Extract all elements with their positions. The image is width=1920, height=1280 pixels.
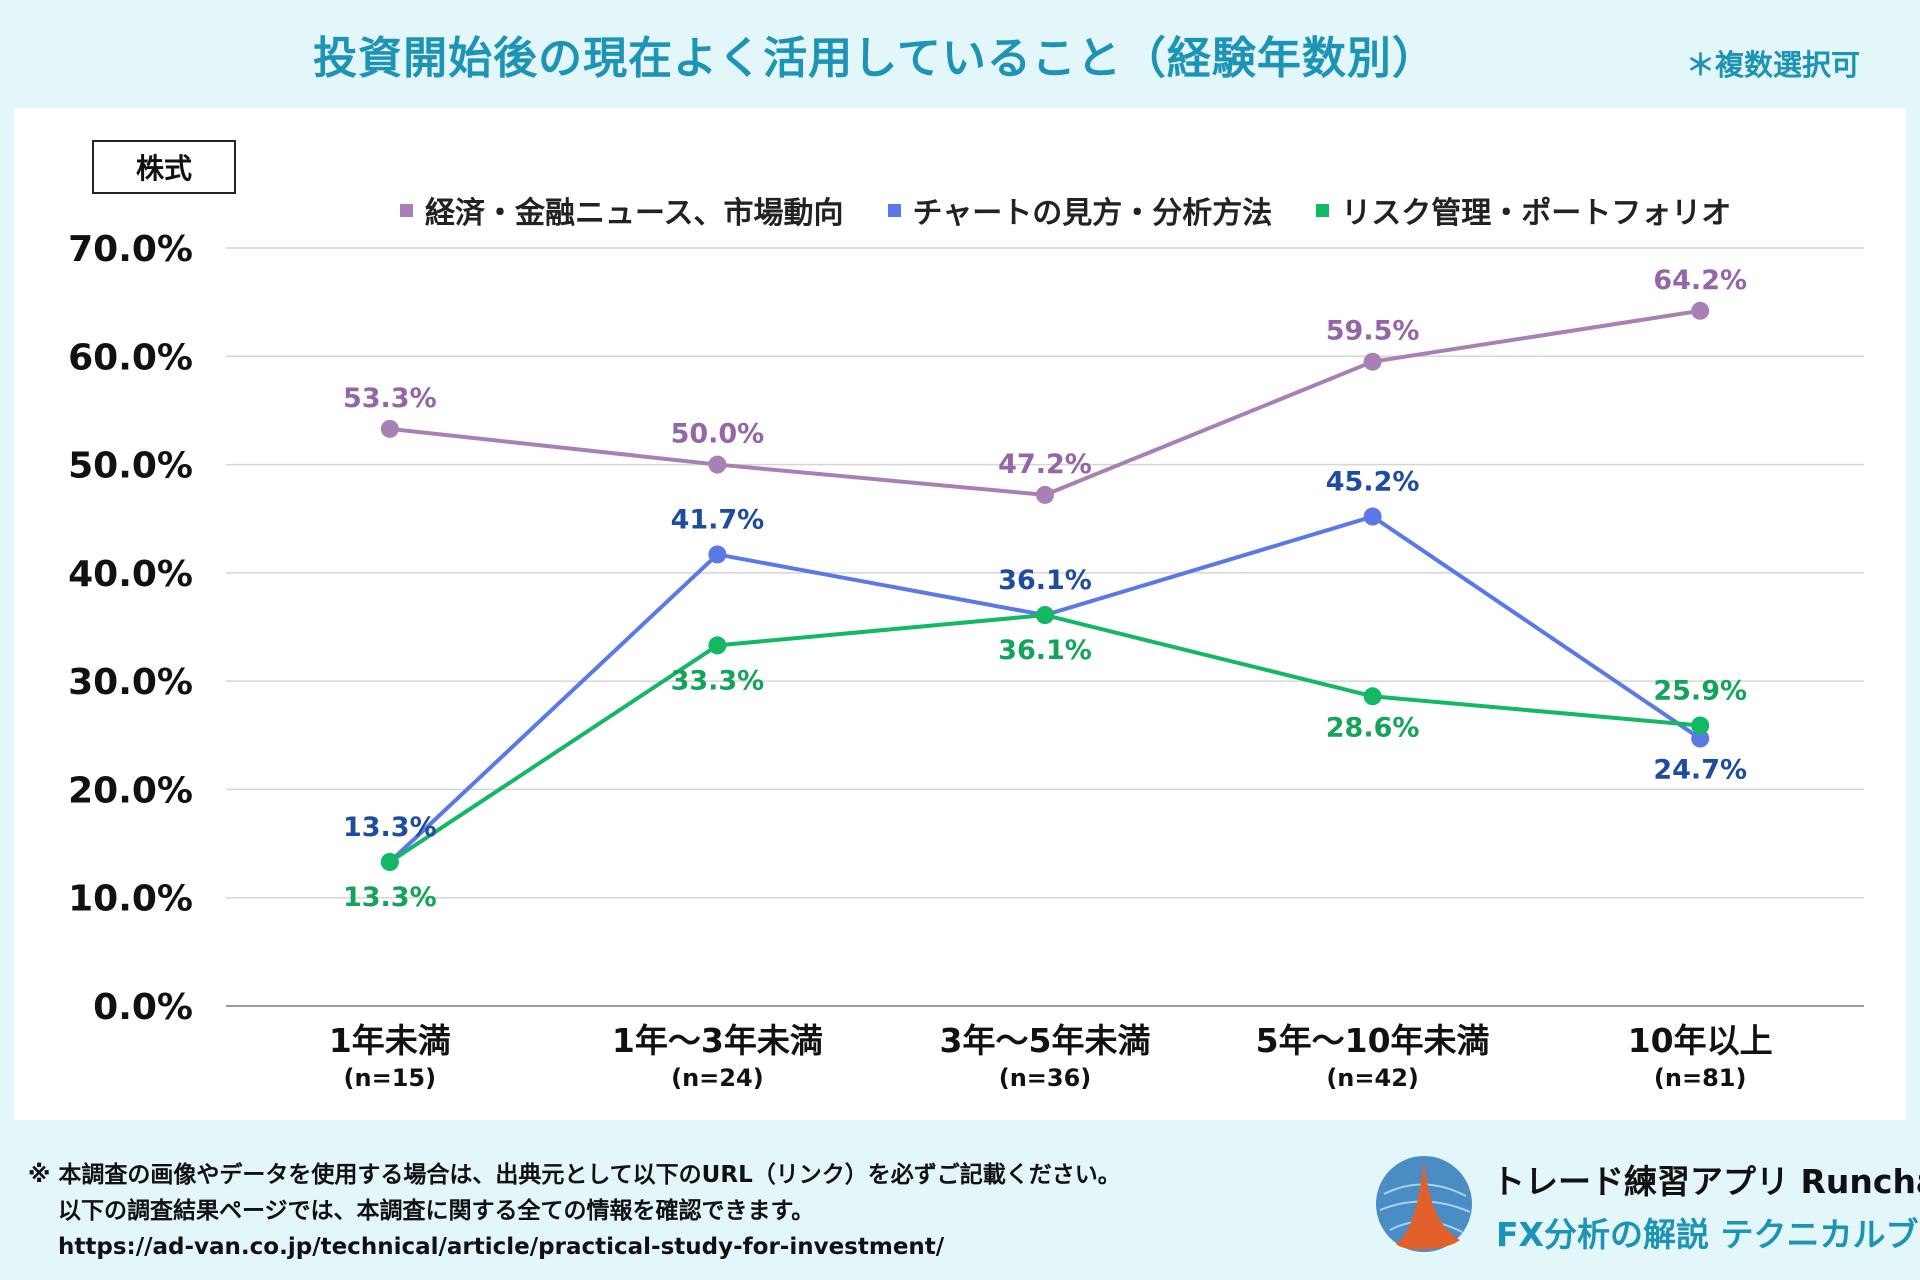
x-tick-sample-size: (n=24) [671, 1064, 764, 1092]
data-point-chart-analysis [1691, 729, 1710, 748]
data-point-risk-management [1036, 606, 1054, 625]
data-label-risk-management: 36.1% [998, 635, 1092, 666]
legend-item-risk-management: リスク管理・ポートフォリオ [1316, 188, 1731, 232]
chart-legend: 経済・金融ニュース、市場動向 チャートの見方・分析方法 リスク管理・ポートフォリ… [400, 188, 1731, 232]
data-point-news [1036, 485, 1054, 504]
data-label-news: 47.2% [998, 449, 1092, 480]
data-label-risk-management: 25.9% [1653, 676, 1747, 707]
y-tick-label: 20.0% [68, 770, 193, 811]
usage-notice-line1: ※ 本調査の画像やデータを使用する場合は、出典元として以下のURL（リンク）を必… [28, 1162, 1121, 1188]
data-point-news [708, 455, 727, 474]
chart-title: 投資開始後の現在よく活用していること（経験年数別） [313, 33, 1437, 84]
data-label-news: 59.5% [1326, 316, 1420, 347]
brand-book-name: FX分析の解説 テクニカルブック [1496, 1215, 1920, 1254]
y-tick-label: 30.0% [68, 662, 193, 703]
data-point-risk-management [1691, 716, 1710, 735]
x-tick-sample-size: (n=42) [1326, 1064, 1419, 1092]
data-point-risk-management [380, 852, 399, 871]
data-point-chart-analysis [708, 545, 727, 564]
data-point-chart-analysis [1363, 507, 1382, 526]
y-tick-label: 40.0% [68, 554, 193, 595]
data-point-news [1691, 301, 1710, 320]
x-tick-label: 1年未満 [329, 1021, 451, 1060]
x-tick-label: 3年～5年未満 [940, 1021, 1151, 1060]
legend-item-chart-analysis: チャートの見方・分析方法 [887, 188, 1273, 232]
legend-swatch-chart-analysis [887, 203, 901, 217]
x-tick-label: 10年以上 [1628, 1021, 1773, 1060]
runcha-logo-icon [1376, 1156, 1472, 1252]
data-point-news [1363, 352, 1382, 371]
legend-label-news: 経済・金融ニュース、市場動向 [425, 196, 844, 231]
legend-label-chart-analysis: チャートの見方・分析方法 [912, 196, 1273, 231]
data-label-news: 64.2% [1653, 265, 1747, 296]
y-tick-label: 50.0% [68, 446, 193, 487]
usage-notice-line2: 以下の調査結果ページでは、本調査に関する全ての情報を確認できます。 [58, 1198, 815, 1224]
x-tick-label: 5年～10年未満 [1256, 1021, 1490, 1060]
x-tick-label: 1年～3年未満 [612, 1021, 823, 1060]
legend-label-risk-management: リスク管理・ポートフォリオ [1341, 196, 1732, 231]
chart-panel [14, 108, 1906, 1120]
source-url-link[interactable]: https://ad-van.co.jp/technical/article/p… [58, 1234, 945, 1260]
brand-app-name: トレード練習アプリ Runcha [1492, 1162, 1920, 1201]
multiple-choice-note: ＊複数選択可 [1685, 48, 1860, 82]
data-label-chart-analysis: 24.7% [1653, 755, 1747, 786]
data-label-chart-analysis: 45.2% [1326, 467, 1420, 498]
asset-category-label: 株式 [92, 140, 236, 194]
data-label-chart-analysis: 41.7% [671, 504, 765, 535]
legend-swatch-risk-management [1316, 203, 1330, 217]
usage-notice: ※ 本調査の画像やデータを使用する場合は、出典元として以下のURL（リンク）を必… [28, 1157, 1121, 1265]
y-tick-label: 0.0% [93, 987, 193, 1028]
y-tick-label: 70.0% [68, 229, 193, 270]
data-label-risk-management: 33.3% [671, 665, 765, 696]
legend-swatch-news [400, 203, 413, 217]
data-label-chart-analysis: 36.1% [998, 565, 1092, 596]
data-label-risk-management: 13.3% [343, 882, 437, 913]
data-point-news [380, 419, 399, 438]
x-tick-sample-size: (n=81) [1654, 1064, 1747, 1092]
data-label-risk-management: 28.6% [1326, 712, 1420, 743]
data-label-news: 53.3% [343, 383, 437, 414]
data-point-risk-management [1363, 687, 1382, 706]
x-tick-sample-size: (n=36) [999, 1064, 1092, 1092]
x-tick-sample-size: (n=15) [344, 1064, 437, 1092]
legend-item-news: 経済・金融ニュース、市場動向 [400, 188, 844, 232]
y-tick-label: 60.0% [68, 337, 193, 378]
data-label-chart-analysis: 13.3% [343, 812, 437, 843]
y-tick-label: 10.0% [68, 879, 193, 920]
data-label-news: 50.0% [671, 419, 765, 450]
data-point-risk-management [708, 636, 727, 655]
